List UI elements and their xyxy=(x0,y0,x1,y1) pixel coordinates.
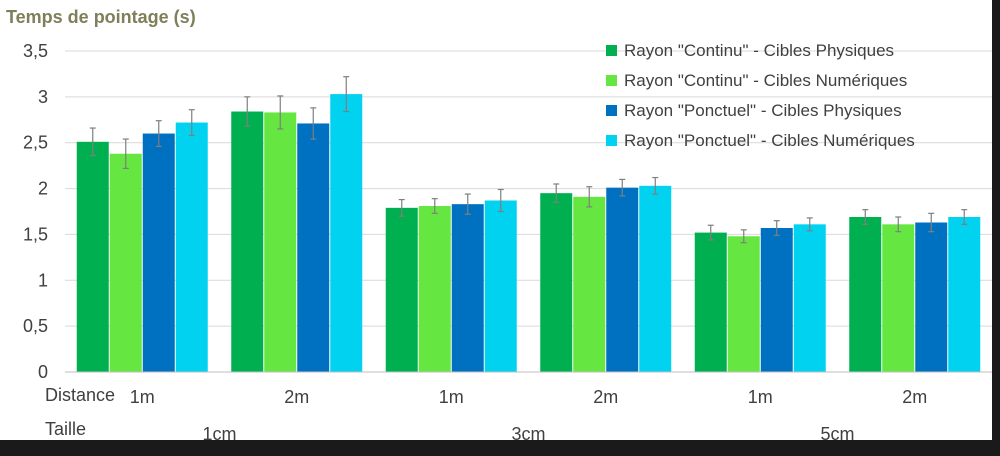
y-axis-ticks: 0 0,5 1 1,5 2 2,5 3 3,5 xyxy=(23,41,48,382)
error-bars xyxy=(89,76,968,244)
x-tick-label: 1m xyxy=(130,387,155,407)
legend-label: Rayon "Continu" - Cibles Physiques xyxy=(624,41,894,60)
legend-swatch xyxy=(606,45,617,56)
bar xyxy=(451,204,484,372)
group-label: 1cm xyxy=(202,424,236,444)
row-label-distance: Distance xyxy=(45,385,115,405)
legend: Rayon "Continu" - Cibles Physiques Rayon … xyxy=(606,41,915,150)
bar xyxy=(418,205,451,372)
bar xyxy=(915,222,948,372)
legend-label: Rayon "Ponctuel" - Cibles Physiques xyxy=(624,101,902,120)
bar xyxy=(606,187,639,372)
x-tick-label: 2m xyxy=(284,387,309,407)
y-tick-label: 2,5 xyxy=(23,133,48,153)
right-border xyxy=(992,0,1000,456)
x-tick-label: 1m xyxy=(439,387,464,407)
bar xyxy=(760,228,793,372)
bar xyxy=(573,196,606,372)
legend-swatch xyxy=(606,135,617,146)
chart-title: Temps de pointage (s) xyxy=(6,7,196,27)
bar xyxy=(330,94,363,372)
y-tick-label: 1 xyxy=(38,270,48,290)
y-tick-label: 2 xyxy=(38,179,48,199)
bar xyxy=(639,185,672,372)
bar xyxy=(231,111,264,372)
bar xyxy=(948,217,981,372)
x-axis-labels: 1m 2m 1m 2m 1m 2m 1cm 3cm 5cm xyxy=(130,387,928,444)
bar xyxy=(175,122,208,372)
bottom-border xyxy=(0,440,1000,456)
bar xyxy=(264,112,297,372)
bar xyxy=(109,153,142,372)
x-tick-label: 2m xyxy=(593,387,618,407)
bar xyxy=(727,236,760,372)
bars xyxy=(76,94,981,372)
x-tick-label: 1m xyxy=(748,387,773,407)
bar xyxy=(849,217,882,372)
bar xyxy=(385,207,418,372)
bar xyxy=(793,224,826,372)
bar xyxy=(297,123,330,372)
y-tick-label: 0 xyxy=(38,362,48,382)
row-label-taille: Taille xyxy=(45,419,86,439)
group-label: 5cm xyxy=(820,424,854,444)
y-tick-label: 1,5 xyxy=(23,224,48,244)
bar xyxy=(694,232,727,372)
legend-label: Rayon "Continu" - Cibles Numériques xyxy=(624,71,907,90)
bar xyxy=(142,133,175,372)
legend-swatch xyxy=(606,75,617,86)
group-label: 3cm xyxy=(511,424,545,444)
legend-swatch xyxy=(606,105,617,116)
bar xyxy=(540,193,573,372)
y-tick-label: 3 xyxy=(38,87,48,107)
gridlines xyxy=(65,50,992,327)
y-tick-label: 3,5 xyxy=(23,41,48,61)
bar xyxy=(882,224,915,372)
legend-label: Rayon "Ponctuel" - Cibles Numériques xyxy=(624,131,915,150)
x-tick-label: 2m xyxy=(902,387,927,407)
bar xyxy=(76,141,109,372)
bar xyxy=(484,200,517,372)
y-tick-label: 0,5 xyxy=(23,316,48,336)
